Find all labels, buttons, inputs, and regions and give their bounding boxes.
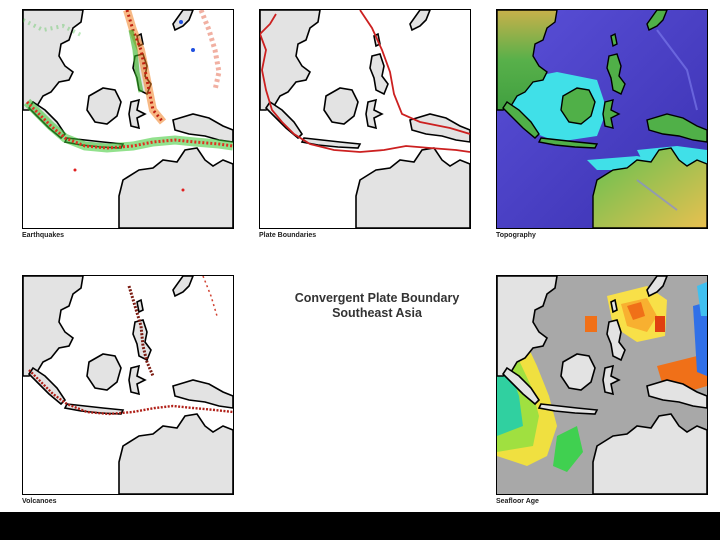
seafloor-age-map [496,275,708,495]
title-line-2: Southeast Asia [332,306,422,320]
plate-boundary-map-graphic [260,10,470,228]
plate-boundary-map [259,9,471,229]
slide: Convergent Plate Boundary Southeast Asia [0,0,720,512]
title-line-1: Convergent Plate Boundary [294,291,460,305]
volcano-map [22,275,234,495]
topography-map-graphic [497,10,707,228]
caption-volcanoes: Volcanoes [22,498,57,505]
caption-plate-boundaries: Plate Boundaries [259,232,317,239]
earthquake-map [22,9,234,229]
caption-earthquakes: Earthquakes [22,232,65,239]
volcano-map-graphic [23,276,233,494]
caption-seafloor-age: Seafloor Age [496,498,539,505]
caption-topography: Topography [496,232,536,239]
seafloor-age-map-graphic [497,276,707,494]
topography-map [496,9,708,229]
earthquake-map-graphic [23,10,233,228]
diagram-title: Convergent Plate Boundary Southeast Asia [248,291,506,321]
